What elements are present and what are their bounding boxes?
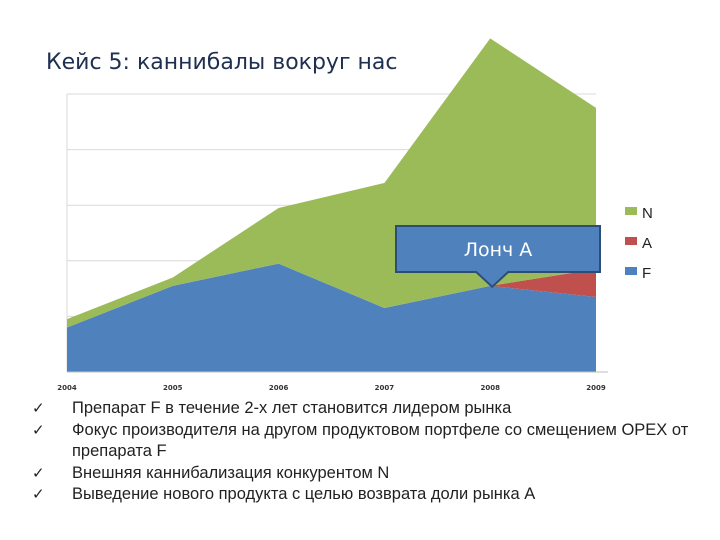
x-tick-label: 2004 xyxy=(57,384,77,392)
bullet-text: Внешняя каннибализация конкурентом N xyxy=(72,463,390,482)
legend-label-F: F xyxy=(642,265,651,282)
bullet-text: Препарат F в течение 2-х лет становится … xyxy=(72,399,512,417)
bullet-text: Фокус производителя на другом продуктово… xyxy=(72,420,689,461)
bullet-list: ✓ Препарат F в течение 2-х лет становитс… xyxy=(32,398,692,506)
bullet-text: Выведение нового продукта с целью возвра… xyxy=(72,485,536,503)
checkmark-icon: ✓ xyxy=(32,486,45,503)
bullet-item: ✓ Выведение нового продукта с целью возв… xyxy=(32,484,692,506)
area-series-F xyxy=(67,263,596,372)
legend-swatch-N xyxy=(625,207,637,215)
slide-title: Кейс 5: каннибалы вокруг нас xyxy=(46,50,398,75)
x-tick-label: 2005 xyxy=(163,384,183,392)
legend-label-A: A xyxy=(642,235,652,252)
callout-label: Лонч А xyxy=(464,239,533,261)
x-tick-label: 2008 xyxy=(480,384,500,392)
x-tick-label: 2009 xyxy=(586,384,606,392)
legend-swatch-A xyxy=(625,237,637,245)
market-share-chart: 2004 2005 2006 2007 2008 2009 NAF Лонч А xyxy=(57,38,653,392)
bullet-item: ✓ Препарат F в течение 2-х лет становитс… xyxy=(32,398,692,420)
checkmark-icon: ✓ xyxy=(32,421,45,439)
x-tick-label: 2007 xyxy=(375,384,395,392)
bullet-item: ✓ Внешняя каннибализация конкурентом N xyxy=(32,463,692,485)
legend-swatch-F xyxy=(625,267,637,275)
x-tick-label: 2006 xyxy=(269,384,289,392)
bullet-item: ✓ Фокус производителя на другом продукто… xyxy=(32,420,692,463)
callout-box xyxy=(395,225,601,289)
checkmark-icon: ✓ xyxy=(32,400,45,417)
legend-label-N: N xyxy=(642,205,653,222)
checkmark-icon: ✓ xyxy=(32,464,45,482)
